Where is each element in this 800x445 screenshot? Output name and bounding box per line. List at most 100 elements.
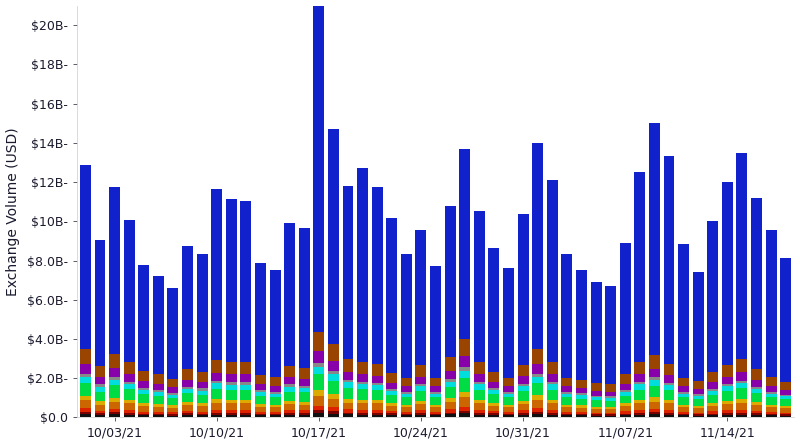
Bar xyxy=(109,354,120,368)
Bar xyxy=(255,384,266,390)
Bar xyxy=(678,392,689,394)
Bar xyxy=(590,414,602,416)
Bar xyxy=(401,392,412,394)
Bar xyxy=(445,398,456,402)
Bar xyxy=(298,388,310,392)
Bar xyxy=(693,394,704,396)
Bar xyxy=(518,214,529,365)
Bar xyxy=(634,389,646,400)
Bar xyxy=(590,384,602,391)
Bar xyxy=(737,360,747,372)
Bar xyxy=(314,367,324,374)
Bar xyxy=(328,371,339,374)
Bar xyxy=(138,394,150,403)
Bar xyxy=(430,407,441,412)
Bar xyxy=(284,401,295,405)
Bar xyxy=(620,406,630,411)
Bar xyxy=(678,414,689,416)
Bar xyxy=(737,154,747,360)
Bar xyxy=(605,407,616,409)
Bar xyxy=(489,403,499,406)
Bar xyxy=(153,390,164,392)
Bar xyxy=(562,407,572,412)
Bar xyxy=(138,416,150,417)
Bar xyxy=(605,416,616,417)
Bar xyxy=(197,403,207,406)
Bar xyxy=(197,406,207,412)
Bar xyxy=(590,397,602,400)
Bar xyxy=(328,399,339,407)
Bar xyxy=(357,413,368,415)
Bar xyxy=(372,400,382,404)
Bar xyxy=(634,382,646,384)
Bar xyxy=(415,410,426,413)
Bar xyxy=(445,414,456,417)
Bar xyxy=(372,383,382,385)
Bar xyxy=(620,243,630,374)
Bar xyxy=(226,415,237,417)
Bar xyxy=(766,412,777,414)
Bar xyxy=(153,414,164,416)
Bar xyxy=(124,415,134,417)
Bar xyxy=(503,392,514,394)
Bar xyxy=(167,398,178,405)
Bar xyxy=(445,413,456,414)
Bar xyxy=(503,397,514,405)
Bar xyxy=(94,405,106,411)
Bar xyxy=(415,413,426,415)
Bar xyxy=(751,405,762,411)
Bar xyxy=(634,384,646,389)
Bar xyxy=(284,387,295,392)
Bar xyxy=(430,378,441,386)
Bar xyxy=(474,384,485,389)
Y-axis label: Exchange Volume (USD): Exchange Volume (USD) xyxy=(6,127,19,296)
Bar xyxy=(532,412,543,414)
Bar xyxy=(80,165,91,349)
Bar xyxy=(342,372,354,380)
Bar xyxy=(489,406,499,411)
Bar xyxy=(474,413,485,415)
Bar xyxy=(430,386,441,392)
Bar xyxy=(109,401,120,409)
Bar xyxy=(532,143,543,349)
Bar xyxy=(197,254,207,372)
Bar xyxy=(241,400,251,404)
Bar xyxy=(562,397,572,405)
Bar xyxy=(415,415,426,417)
Bar xyxy=(546,374,558,382)
Bar xyxy=(663,410,674,413)
Bar xyxy=(241,415,251,417)
Bar xyxy=(503,386,514,392)
Bar xyxy=(620,392,630,396)
Bar xyxy=(226,382,237,384)
Bar xyxy=(590,282,602,384)
Bar xyxy=(401,405,412,407)
Bar xyxy=(546,413,558,415)
Bar xyxy=(357,389,368,400)
Bar xyxy=(532,400,543,408)
Bar xyxy=(167,416,178,417)
Bar xyxy=(693,381,704,389)
Bar xyxy=(620,384,630,390)
Bar xyxy=(605,392,616,396)
Bar xyxy=(590,409,602,413)
Bar xyxy=(576,270,587,380)
Bar xyxy=(80,377,91,383)
Bar xyxy=(766,416,777,417)
Bar xyxy=(357,410,368,413)
Bar xyxy=(357,382,368,384)
Bar xyxy=(314,363,324,367)
Bar xyxy=(357,374,368,382)
Bar xyxy=(153,407,164,412)
Bar xyxy=(314,0,324,332)
Bar xyxy=(576,412,587,414)
Bar xyxy=(751,380,762,387)
Bar xyxy=(372,410,382,413)
Bar xyxy=(445,409,456,413)
Bar xyxy=(532,396,543,400)
Bar xyxy=(342,388,354,399)
Bar xyxy=(314,374,324,390)
Bar xyxy=(620,374,630,384)
Bar xyxy=(241,382,251,384)
Bar xyxy=(474,211,485,362)
